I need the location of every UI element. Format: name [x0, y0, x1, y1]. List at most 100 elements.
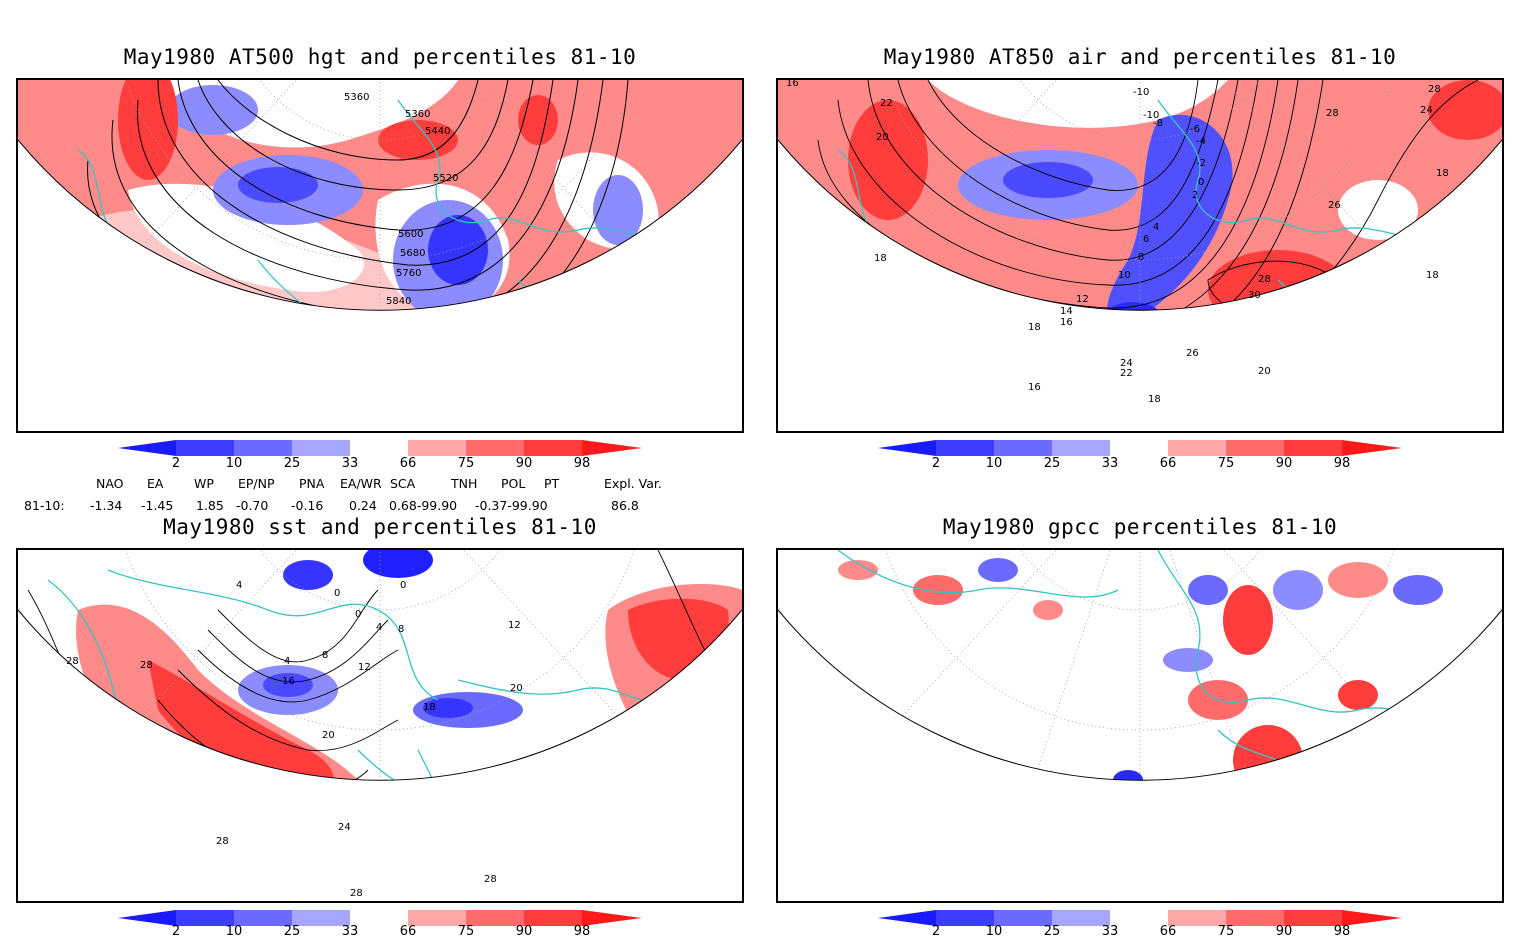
contour-label: 12 [508, 620, 521, 631]
index-header: PNA [299, 476, 325, 491]
panel-title-sst: May1980 sst and percentiles 81-10 [163, 515, 597, 539]
colorbar-swatch [1110, 910, 1168, 926]
colorbar-swatch [292, 910, 350, 926]
teleconnection-index-table: NAO EA WP EP/NP PNA EA/WR SCA TNH POL PT… [0, 474, 760, 514]
index-value: -0.37-99.90 [475, 498, 548, 513]
contour-label: 26 [1186, 348, 1199, 359]
colorbar-label: 25 [283, 924, 301, 939]
colorbar-swatch [118, 910, 176, 926]
contour-label: 18 [1148, 394, 1161, 405]
contour-label: 18 [874, 253, 887, 264]
contour-label: 0 [355, 609, 361, 620]
contour-label: 20 [322, 730, 335, 741]
panel-title-hgt500: May1980 AT500 hgt and percentiles 81-10 [123, 45, 637, 69]
contour-label: -8 [1153, 118, 1163, 129]
contour-label: 5600 [398, 229, 423, 240]
contour-label: 8 [1138, 252, 1144, 263]
gpcc-map-boundary [778, 609, 1502, 781]
gpcc-precip-anomalies [813, 558, 1453, 781]
air850-negative-anomaly-europe [1107, 114, 1233, 311]
colorbar-swatches [118, 440, 642, 456]
index-header: EA/WR [340, 476, 382, 491]
hgt500-positive-anomaly-arctic [378, 120, 458, 160]
map-panel-hgt500: 5360 5360 5440 5520 5600 5680 5760 5840 [16, 78, 744, 433]
gpcc-map-svg [778, 550, 1502, 781]
air850-negative-band-tropics [778, 300, 1502, 311]
colorbar-swatch [994, 910, 1052, 926]
colorbar-label: 66 [399, 924, 417, 939]
index-value: -1.34 [90, 498, 123, 513]
colorbar-label: 25 [1043, 924, 1061, 939]
colorbar-label: 10 [985, 924, 1003, 939]
colorbar-label: 10 [225, 456, 243, 471]
contour-label: -6 [1190, 124, 1200, 135]
colorbar-swatch [582, 440, 642, 456]
contour-label: 10 [1118, 270, 1131, 281]
index-header: EA [147, 476, 164, 491]
colorbar-label: 90 [1275, 924, 1293, 939]
contour-label: 16 [1060, 317, 1073, 328]
contour-label: 28 [1428, 84, 1441, 95]
colorbar-swatch [1052, 910, 1110, 926]
contour-label: 14 [1060, 306, 1073, 317]
contour-label: 16 [786, 80, 799, 89]
colorbar-swatch [582, 910, 642, 926]
index-header: EP/NP [238, 476, 275, 491]
index-value: 0.68-99.90 [389, 498, 458, 513]
contour-label: -4 [1196, 136, 1206, 147]
contour-label: 5760 [396, 268, 421, 279]
index-header: NAO [96, 476, 124, 491]
colorbar-swatch [234, 440, 292, 456]
colorbar-label: 98 [573, 924, 591, 939]
colorbar-label: 2 [171, 924, 181, 939]
colorbar-swatch [408, 440, 466, 456]
colorbar-swatch [1052, 440, 1110, 456]
colorbar-label: 33 [1101, 924, 1119, 939]
contour-label: 16 [1028, 382, 1041, 393]
hgt500-contour-labels: 5360 5360 5440 5520 5600 5680 5760 5840 [344, 92, 458, 307]
index-header: WP [194, 476, 214, 491]
air850-contour-labels: 16 22 20 -10 -10 -8 -6 -4 -2 0 2 4 6 8 1… [786, 80, 1449, 405]
colorbar-label: 33 [341, 924, 359, 939]
colorbar-label: 2 [931, 924, 941, 939]
index-value: -0.70 [236, 498, 269, 513]
colorbar-label: 66 [1159, 456, 1177, 471]
contour-label: 24 [1120, 358, 1133, 369]
contour-label: 8 [398, 624, 404, 635]
index-header: SCA [390, 476, 416, 491]
colorbar-swatches [118, 910, 642, 926]
contour-label: -10 [1143, 110, 1159, 121]
hgt500-map-svg: 5360 5360 5440 5520 5600 5680 5760 5840 [18, 80, 742, 311]
contour-label: 28 [216, 836, 229, 847]
map-panel-air850: 16 22 20 -10 -10 -8 -6 -4 -2 0 2 4 6 8 1… [776, 78, 1504, 433]
index-header: POL [501, 476, 526, 491]
colorbar-label: 10 [985, 456, 1003, 471]
index-row-label: 81-10: [24, 498, 65, 513]
contour-label: 18 [423, 702, 436, 713]
contour-label: 4 [236, 580, 242, 591]
colorbar-label: 75 [457, 924, 475, 939]
colorbar-label: 90 [515, 456, 533, 471]
colorbar-swatch [524, 440, 582, 456]
contour-label: 16 [282, 676, 295, 687]
index-value: -0.16 [291, 498, 324, 513]
index-header: PT [544, 476, 560, 491]
contour-label: 4 [284, 656, 290, 667]
colorbar-swatch [350, 440, 408, 456]
colorbar-label: 33 [341, 456, 359, 471]
colorbar-swatch [408, 910, 466, 926]
colorbar-swatch [1226, 440, 1284, 456]
sst-map-svg: 28 28 4 0 0 0 4 8 4 8 12 16 12 18 20 20 … [18, 550, 742, 899]
colorbar-label: 2 [171, 456, 181, 471]
contour-label: 28 [66, 656, 79, 667]
sst-map-boundary [18, 609, 742, 781]
colorbar-air850: 2 10 25 33 66 75 90 98 [878, 440, 1402, 474]
colorbar-swatch [234, 910, 292, 926]
contour-label: 12 [358, 662, 371, 673]
gpcc-wet-anomaly-middle-east [1233, 725, 1303, 781]
colorbar-swatch [878, 440, 936, 456]
hgt500-map-boundary [18, 139, 742, 311]
colorbar-label: 75 [1217, 456, 1235, 471]
colorbar-swatch [1284, 910, 1342, 926]
panel-title-air850: May1980 AT850 air and percentiles 81-10 [883, 45, 1397, 69]
